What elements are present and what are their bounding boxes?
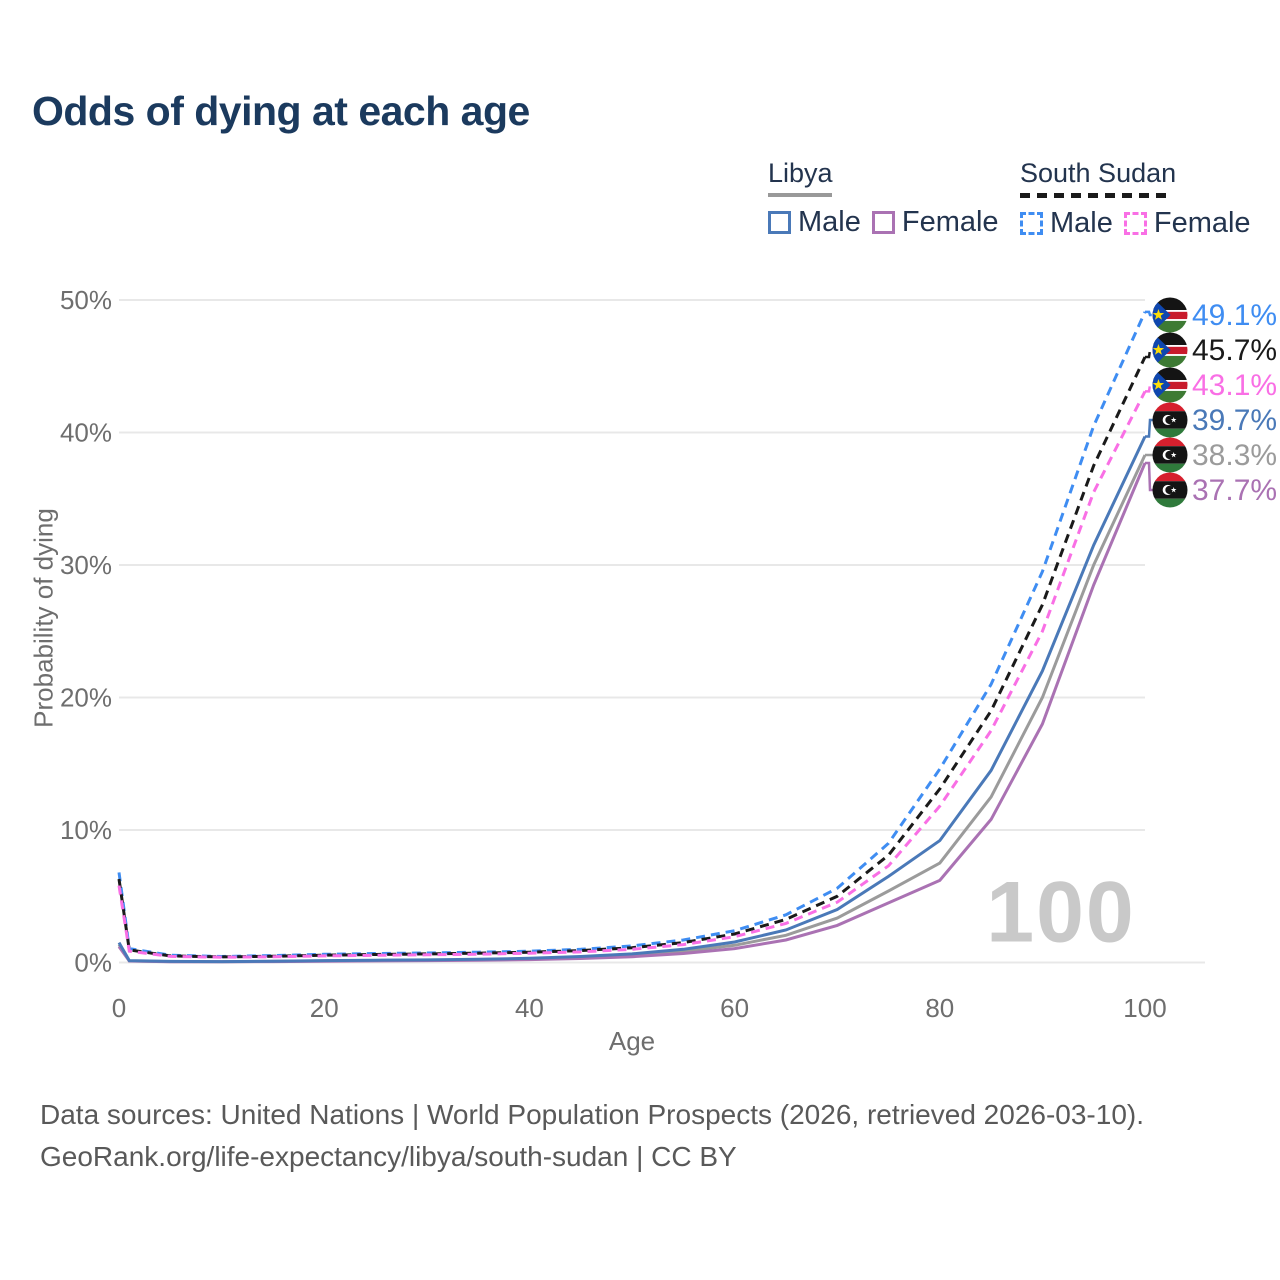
- x-tick-label: 80: [925, 993, 954, 1023]
- end-label-connector: [1145, 418, 1154, 438]
- x-tick-label: 20: [310, 993, 339, 1023]
- y-tick-label: 20%: [60, 683, 112, 713]
- x-axis-title: Age: [608, 1026, 656, 1056]
- series-line-libya-both[interactable]: [117, 454, 1147, 964]
- flag-icon-south-sudan: [1152, 297, 1188, 333]
- series-line-south_sudan-male[interactable]: [117, 311, 1147, 959]
- legend-label-south-sudan-male: Male: [1050, 207, 1113, 239]
- footer-sources-line: Data sources: United Nations | World Pop…: [40, 1099, 1145, 1130]
- end-label-value: 45.7%: [1192, 334, 1277, 367]
- age-watermark: 100: [986, 864, 1136, 961]
- y-tick-label: 40%: [60, 418, 112, 448]
- legend-label-south-sudan-female: Female: [1153, 207, 1251, 239]
- end-label-value: 37.7%: [1192, 474, 1277, 507]
- end-label-connector: [1145, 383, 1154, 393]
- x-tick-label: 40: [515, 993, 544, 1023]
- legend-underline-south-sudan: [1020, 193, 1166, 198]
- footer: Data sources: United Nations | World Pop…: [40, 1094, 1144, 1178]
- legend-item-south-sudan-male[interactable]: Male: [1020, 207, 1113, 240]
- legend-item-south-sudan-female[interactable]: Female: [1123, 207, 1251, 240]
- x-tick-label: 0: [112, 993, 126, 1023]
- legend-group-libya: Libya Male Female: [768, 158, 999, 239]
- flag-icon-south-sudan: [1152, 367, 1188, 403]
- legend-header-south-sudan: South Sudan: [1020, 158, 1177, 188]
- legend-swatch-libya-female-icon: [871, 211, 895, 234]
- legend-swatch-south-sudan-male-icon: [1020, 212, 1043, 235]
- x-tick-label: 60: [720, 993, 749, 1023]
- legend-swatch-south-sudan-female-icon: [1123, 212, 1147, 235]
- end-label-connector: [1145, 348, 1154, 359]
- y-tick-label: 50%: [60, 285, 112, 315]
- page-title: Odds of dying at each age: [32, 88, 530, 134]
- y-tick-label: 30%: [60, 550, 112, 580]
- end-label-value: 43.1%: [1192, 369, 1277, 402]
- y-axis-title: Probability of dying: [28, 508, 59, 728]
- series-line-libya-female[interactable]: [117, 462, 1147, 964]
- legend-item-libya-male[interactable]: Male: [768, 206, 861, 239]
- end-label-value: 39.7%: [1192, 404, 1277, 437]
- legend-label-libya-male: Male: [798, 206, 861, 238]
- y-tick-label: 10%: [60, 815, 112, 845]
- flag-icon-libya: [1152, 402, 1188, 438]
- end-label-value: 49.1%: [1192, 299, 1277, 332]
- end-label-connector: [1145, 461, 1154, 492]
- end-label-connector: [1145, 310, 1154, 317]
- legend-underline-libya: [768, 193, 832, 197]
- y-tick-label: 0%: [74, 948, 112, 978]
- series-line-south_sudan-both[interactable]: [117, 356, 1147, 959]
- footer-attribution-line: GeoRank.org/life-expectancy/libya/south-…: [40, 1141, 737, 1172]
- end-label-value: 38.3%: [1192, 439, 1277, 472]
- series-line-libya-male[interactable]: [117, 435, 1147, 964]
- x-tick-label: 100: [1123, 993, 1166, 1023]
- series-line-south_sudan-female[interactable]: [117, 390, 1147, 959]
- legend-label-libya-female: Female: [901, 206, 999, 238]
- legend-swatch-libya-male-icon: [768, 211, 791, 234]
- flag-icon-libya: [1152, 472, 1188, 508]
- legend-header-libya: Libya: [768, 158, 833, 188]
- flag-icon-south-sudan: [1152, 332, 1188, 368]
- flag-icon-libya: [1152, 437, 1188, 473]
- legend-group-south-sudan: South Sudan Male Female: [1020, 158, 1251, 240]
- legend-item-libya-female[interactable]: Female: [871, 206, 999, 239]
